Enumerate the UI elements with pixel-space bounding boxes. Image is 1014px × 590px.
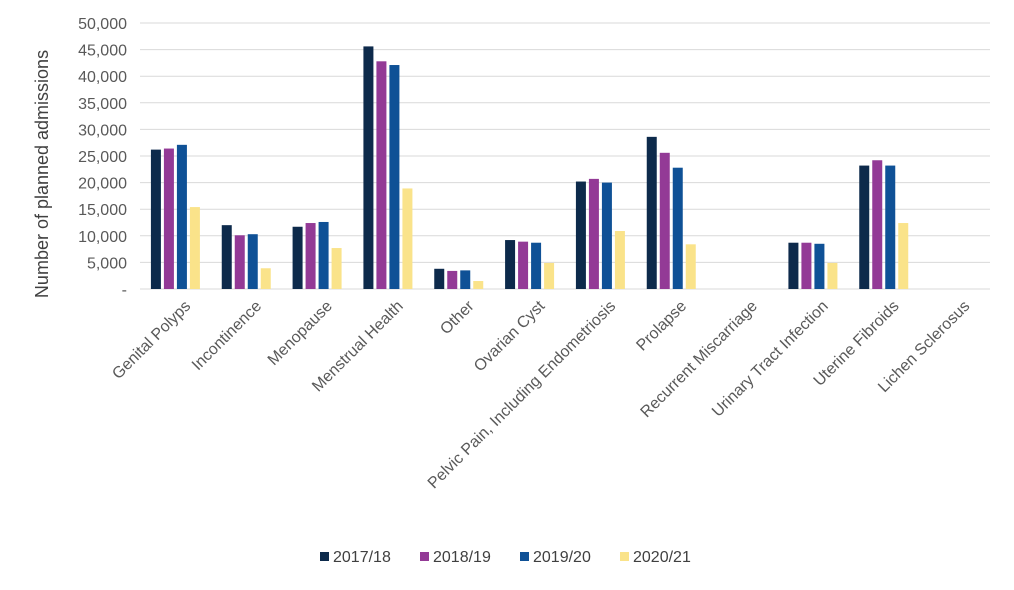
- bar: [260, 268, 271, 289]
- bar: [505, 240, 516, 289]
- bar: [376, 61, 387, 289]
- bar: [247, 234, 258, 289]
- bar: [827, 262, 838, 289]
- legend-swatch: [420, 552, 429, 561]
- y-tick-label: -: [122, 282, 127, 299]
- bar: [150, 149, 161, 289]
- bar: [672, 167, 683, 289]
- bar: [402, 188, 413, 289]
- x-tick-label: Recurrent Miscarriage: [638, 298, 761, 421]
- legend-swatch: [520, 552, 529, 561]
- bar: [801, 242, 812, 289]
- bar: [234, 235, 245, 289]
- y-tick-label: 35,000: [78, 96, 127, 113]
- y-tick-label: 30,000: [78, 122, 127, 139]
- legend-label: 2017/18: [333, 549, 391, 566]
- bar: [389, 65, 400, 289]
- bar: [614, 231, 625, 289]
- legend-label: 2019/20: [533, 549, 591, 566]
- y-tick-label: 45,000: [78, 43, 127, 60]
- bar: [646, 136, 657, 289]
- y-tick-label: 40,000: [78, 69, 127, 86]
- bar: [859, 165, 870, 289]
- bar: [292, 226, 303, 289]
- bar: [898, 223, 909, 289]
- bar: [221, 225, 232, 289]
- bar: [885, 165, 896, 289]
- bar: [473, 281, 484, 289]
- y-tick-label: 10,000: [78, 229, 127, 246]
- bar: [447, 270, 458, 289]
- bar: [318, 221, 329, 289]
- legend: 2017/18 2018/19 2019/20 2020/21: [320, 549, 691, 566]
- y-axis-label: Number of planned admissions: [32, 50, 52, 298]
- bar: [788, 242, 799, 289]
- bar: [331, 248, 342, 289]
- gridlines: [140, 22, 990, 290]
- bar: [685, 244, 696, 289]
- bar: [601, 182, 612, 289]
- legend-swatch: [320, 552, 329, 561]
- bars: [150, 46, 909, 289]
- bar: [588, 178, 599, 289]
- bar: [814, 243, 825, 289]
- y-tick-label: 25,000: [78, 149, 127, 166]
- y-tick-label: 15,000: [78, 202, 127, 219]
- bar: [163, 148, 174, 289]
- y-axis-ticks: - 5,000 10,000 15,000 20,000 25,000 30,000 35,0…: [78, 16, 127, 299]
- y-tick-label: 5,000: [87, 255, 127, 272]
- x-tick-label: Menopause: [265, 298, 336, 369]
- legend-swatch: [620, 552, 629, 561]
- x-tick-label: Genital Polyps: [109, 298, 194, 383]
- x-tick-label: Ovarian Cyst: [471, 297, 549, 375]
- bar: [176, 144, 187, 289]
- y-tick-label: 50,000: [78, 16, 127, 33]
- bar: [460, 270, 471, 289]
- bar: [363, 46, 374, 289]
- legend-label: 2020/21: [633, 549, 691, 566]
- x-tick-label: Urinary Tract Infection: [709, 298, 832, 421]
- bar: [305, 223, 316, 289]
- bar: [544, 262, 555, 289]
- bar: [189, 207, 200, 289]
- x-tick-label: Prolapse: [633, 298, 690, 355]
- bar: [531, 242, 542, 289]
- bar: [659, 152, 670, 289]
- x-tick-label: Incontinence: [189, 298, 265, 374]
- legend-label: 2018/19: [433, 549, 491, 566]
- x-tick-label: Other: [437, 297, 478, 338]
- bar: [872, 160, 883, 289]
- bar: [518, 241, 529, 289]
- y-tick-label: 20,000: [78, 176, 127, 193]
- bar: [575, 181, 586, 289]
- bar: [434, 268, 445, 289]
